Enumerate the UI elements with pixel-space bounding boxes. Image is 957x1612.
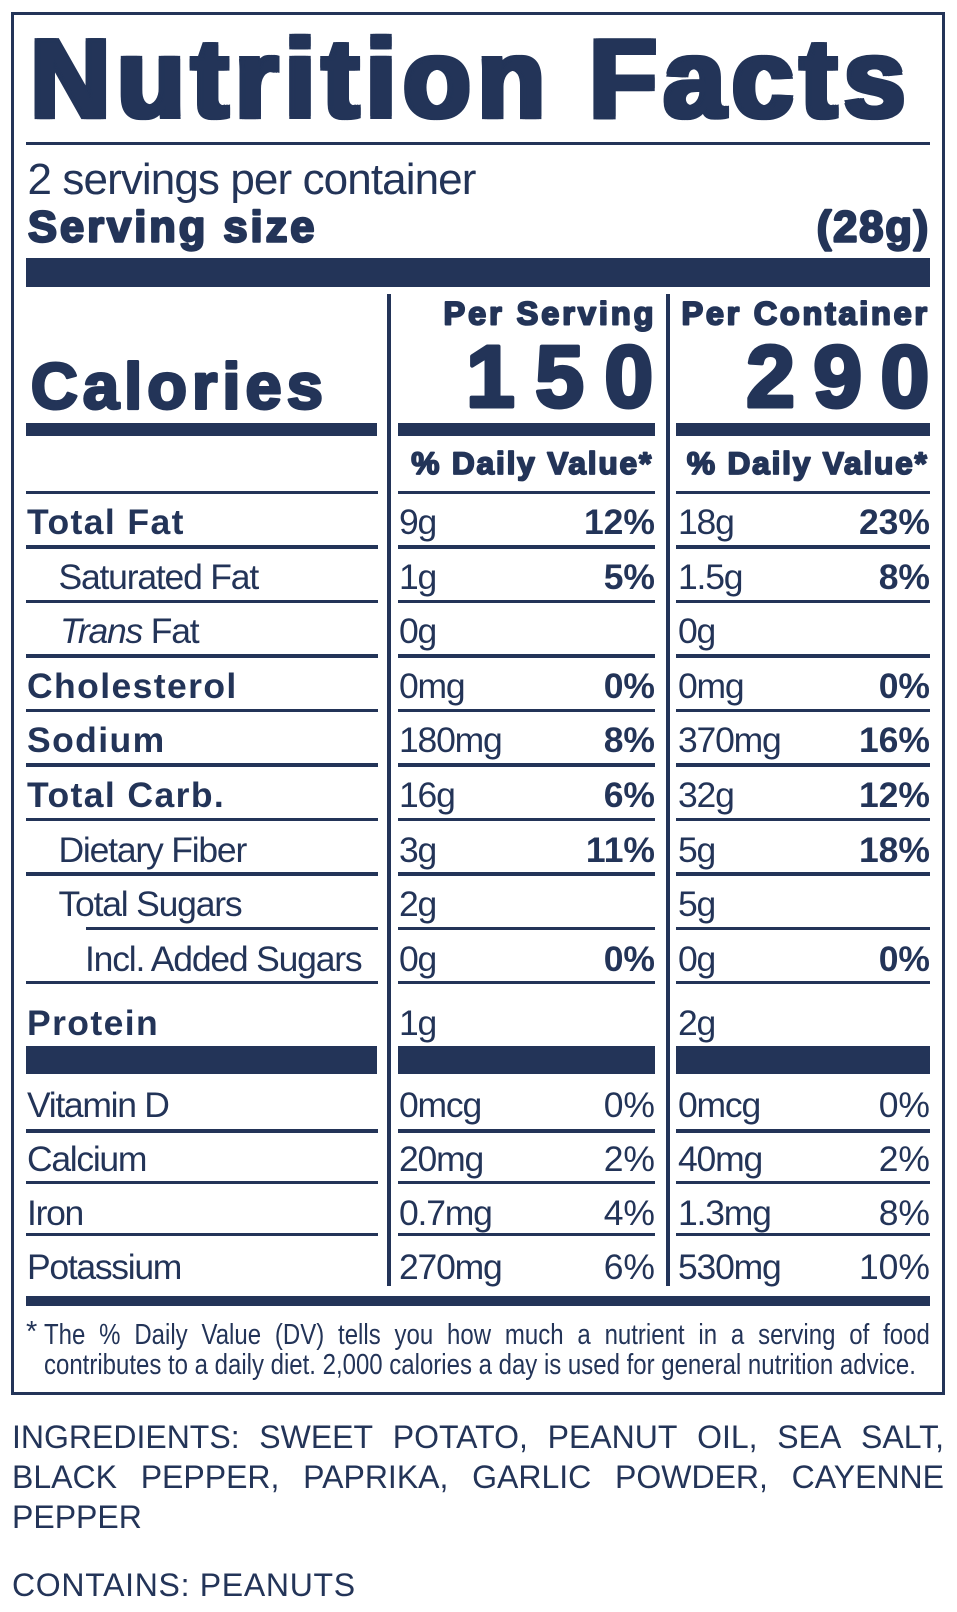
svg-text:% Daily Value*: % Daily Value*	[687, 445, 928, 481]
svg-text:% Daily Value*: % Daily Value*	[411, 445, 652, 481]
svg-text:290: 290	[746, 328, 929, 426]
svg-text:Calories: Calories	[31, 350, 323, 423]
svg-text:Per Serving: Per Serving	[444, 295, 654, 331]
svg-text:(28g): (28g)	[817, 204, 929, 252]
svg-text:Serving size: Serving size	[28, 204, 315, 252]
svg-text:150: 150	[466, 328, 653, 426]
svg-text:Per Container: Per Container	[682, 295, 928, 331]
